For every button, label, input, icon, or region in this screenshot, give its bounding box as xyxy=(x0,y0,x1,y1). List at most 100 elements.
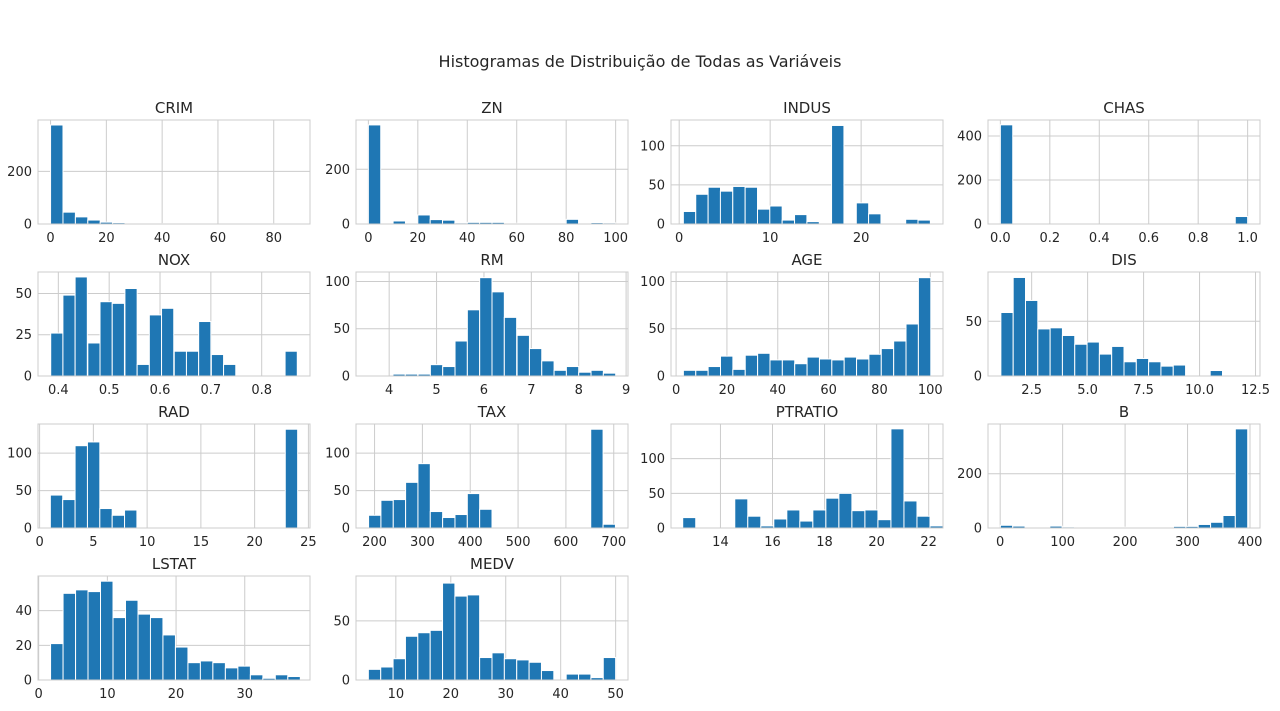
histogram-bar xyxy=(417,632,431,681)
histogram-bar xyxy=(999,124,1014,225)
y-tick-label: 200 xyxy=(325,163,350,178)
histogram-bar xyxy=(429,629,444,681)
y-tick-label: 50 xyxy=(648,487,665,502)
x-tick-label: 80 xyxy=(558,231,575,246)
histogram-bar xyxy=(799,520,814,529)
histogram-bar xyxy=(602,523,616,529)
histogram-bar xyxy=(1024,299,1039,377)
x-tick-label: 60 xyxy=(508,231,525,246)
x-tick-label: 100 xyxy=(918,383,943,398)
histogram-bar xyxy=(769,205,783,225)
histogram-bar xyxy=(528,348,543,377)
histogram-bar xyxy=(124,288,138,377)
y-tick-label: 50 xyxy=(333,322,350,337)
x-tick-label: 50 xyxy=(607,687,624,702)
x-tick-label: 20 xyxy=(719,383,736,398)
x-tick-label: 12.5 xyxy=(1241,383,1270,398)
histogram-bar xyxy=(149,617,164,681)
x-tick-label: 60 xyxy=(820,383,837,398)
histogram-bar xyxy=(707,186,721,225)
axes-frame xyxy=(355,575,629,681)
x-tick-label: 10 xyxy=(388,687,405,702)
histogram-bar xyxy=(74,216,89,225)
subplot-title: B xyxy=(1119,403,1129,421)
histogram-bar xyxy=(442,219,456,225)
histogram-bar xyxy=(877,519,892,529)
histogram-bar xyxy=(1000,312,1014,377)
x-tick-label: 20 xyxy=(168,687,185,702)
histogram-bar xyxy=(50,124,64,225)
histogram-bar xyxy=(75,589,89,681)
x-tick-label: 40 xyxy=(459,231,476,246)
subplot-title: TAX xyxy=(477,403,507,421)
histogram-bar xyxy=(565,673,580,681)
x-tick-label: 0 xyxy=(46,231,54,246)
histogram-bar xyxy=(1098,353,1113,377)
histogram-bar xyxy=(49,494,64,529)
histogram-dis: 2.5 5.0 7.5 10.0 12.5 0 50 DIS xyxy=(965,251,1270,398)
y-tick-label: 50 xyxy=(15,484,32,499)
x-tick-label: 20 xyxy=(868,535,885,550)
x-tick-label: 18 xyxy=(816,535,833,550)
x-tick-label: 9 xyxy=(622,383,630,398)
histogram-bar xyxy=(825,497,840,529)
y-tick-label: 50 xyxy=(333,484,350,499)
histogram-bar xyxy=(1111,345,1125,377)
histogram-bar xyxy=(187,662,201,681)
axes-frame xyxy=(987,423,1261,529)
histogram-bar xyxy=(1210,521,1224,529)
y-tick-label: 0 xyxy=(342,218,350,233)
x-tick-label: 80 xyxy=(265,231,282,246)
histogram-bar xyxy=(794,214,808,225)
histogram-bar xyxy=(62,499,76,529)
histogram-age: 0 20 40 60 80 100 0 50 100 AGE xyxy=(640,251,944,398)
histogram-bar xyxy=(1197,523,1212,529)
histogram-bar xyxy=(491,652,505,681)
subplot-title: MEDV xyxy=(470,555,515,573)
subplot-title: CRIM xyxy=(155,99,193,117)
x-tick-label: 10.0 xyxy=(1185,383,1214,398)
histogram-bar xyxy=(880,348,895,377)
y-tick-label: 100 xyxy=(640,275,665,290)
histogram-bar xyxy=(148,314,163,377)
subplot-title: NOX xyxy=(158,251,190,269)
x-tick-label: 40 xyxy=(154,231,171,246)
x-tick-label: 40 xyxy=(769,383,786,398)
histogram-bar xyxy=(368,514,382,529)
histogram-bar xyxy=(1222,515,1236,529)
y-tick-label: 0 xyxy=(24,674,32,689)
x-tick-label: 6 xyxy=(480,383,488,398)
x-tick-label: 30 xyxy=(497,687,514,702)
histogram-ptratio: 14 16 18 20 22 0 50 100 PTRATIO xyxy=(640,403,944,550)
y-tick-label: 40 xyxy=(15,604,32,619)
subplot-title: RM xyxy=(480,251,503,269)
histogram-bar xyxy=(707,366,722,377)
histogram-bar xyxy=(212,662,226,681)
x-tick-label: 700 xyxy=(601,535,626,550)
x-tick-label: 0.7 xyxy=(201,383,222,398)
x-tick-label: 300 xyxy=(410,535,435,550)
histogram-bar xyxy=(125,599,139,681)
histogram-bar xyxy=(62,592,77,681)
histogram-bar xyxy=(503,658,518,681)
histogram-bar xyxy=(843,356,858,377)
y-tick-label: 50 xyxy=(333,614,350,629)
histogram-bar xyxy=(1123,361,1137,377)
x-tick-label: 600 xyxy=(553,535,578,550)
subplot-title: ZN xyxy=(481,99,503,117)
x-tick-label: 20 xyxy=(443,687,460,702)
x-tick-label: 100 xyxy=(603,231,628,246)
subplot-title: PTRATIO xyxy=(776,403,839,421)
subplot-title: CHAS xyxy=(1103,99,1145,117)
x-tick-label: 400 xyxy=(1238,535,1263,550)
histogram-bar xyxy=(781,359,796,377)
histogram-bar xyxy=(744,354,759,377)
histogram-bar xyxy=(868,353,882,377)
x-tick-label: 8 xyxy=(575,383,583,398)
axes-frame xyxy=(37,119,311,225)
x-tick-label: 15 xyxy=(193,535,210,550)
histogram-bar xyxy=(454,340,468,377)
histogram-bar xyxy=(99,301,113,377)
y-tick-label: 100 xyxy=(640,139,665,154)
histogram-bar xyxy=(905,218,919,225)
